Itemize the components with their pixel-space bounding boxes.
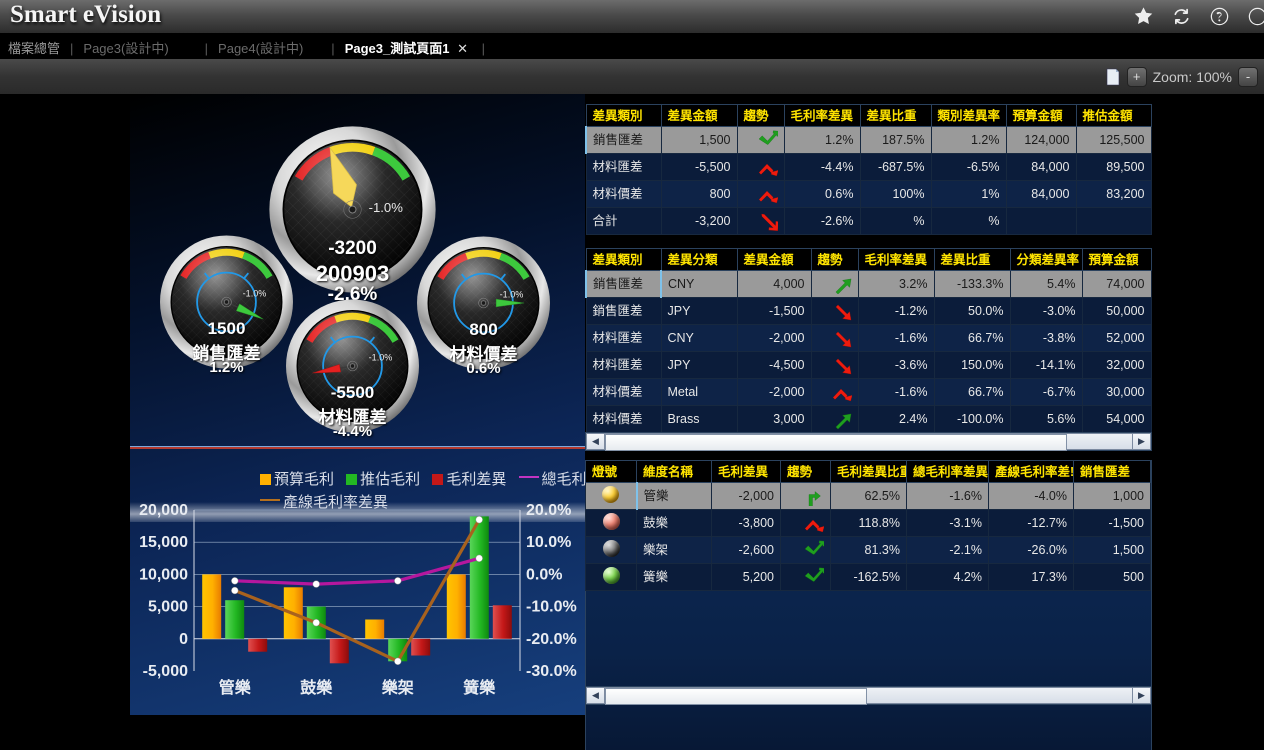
svg-text:-1.0%: -1.0% — [500, 289, 524, 299]
svg-text:-1.0%: -1.0% — [369, 352, 393, 362]
svg-text:-1.0%: -1.0% — [369, 200, 404, 215]
svg-text:-1.0%: -1.0% — [243, 288, 267, 298]
